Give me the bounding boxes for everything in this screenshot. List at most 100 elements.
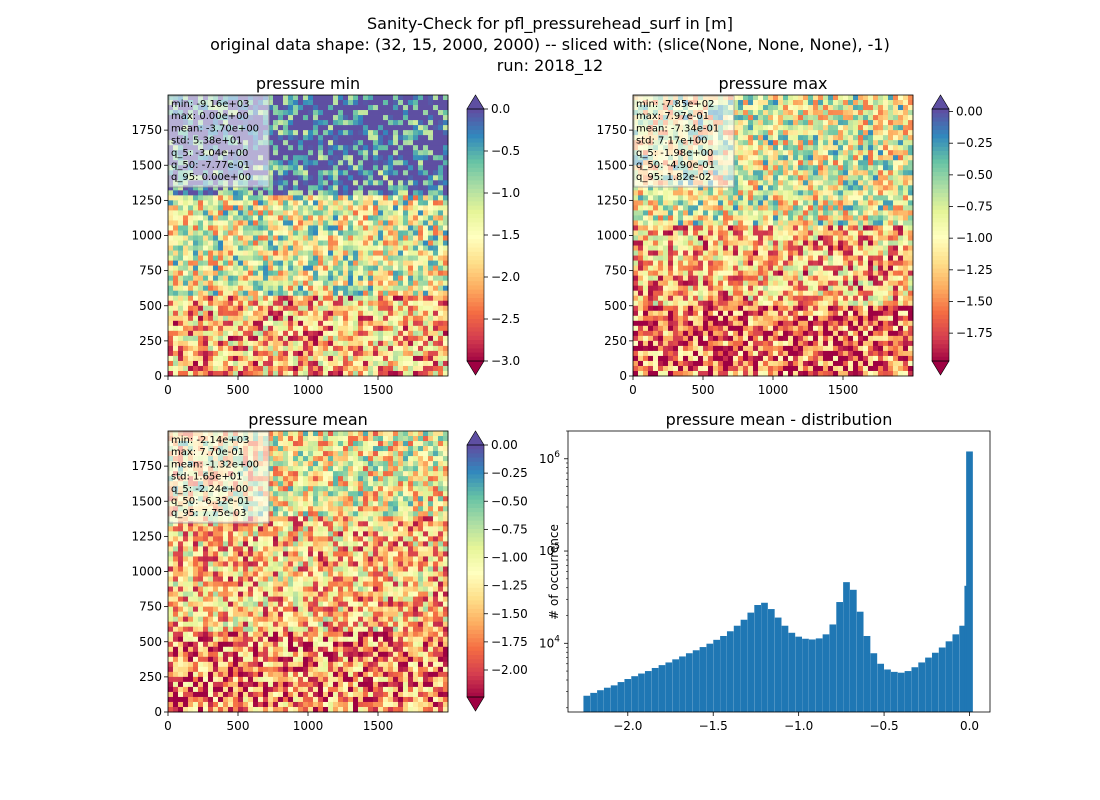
colorbar-step [467, 251, 484, 257]
stats-line: min: -7.85e+02 [636, 99, 715, 110]
colorbar-step [467, 310, 484, 316]
stats-line: q_95: 7.75e-03 [171, 508, 246, 519]
colorbar-step [932, 277, 949, 282]
colorbar-step [467, 302, 484, 307]
colorbar-step [467, 356, 484, 362]
colorbar-step [467, 541, 484, 547]
y-tick-label: 1500 [131, 494, 162, 508]
histogram-bar [952, 634, 960, 712]
x-tick-label: 1000 [293, 383, 324, 397]
y-tick-label: 1750 [131, 123, 162, 137]
colorbar-step [932, 109, 949, 114]
y-tick-label: 0 [619, 369, 627, 383]
colorbar-tick-label: −0.50 [956, 168, 993, 182]
histogram-bar [603, 687, 611, 712]
histogram-bar [767, 609, 775, 712]
colorbar-step [932, 251, 949, 257]
colorbar-step [467, 235, 484, 240]
colorbar-step [467, 583, 484, 589]
x-tick-label: 0 [164, 719, 172, 733]
colorbar-step [467, 277, 484, 282]
colorbar-step [467, 629, 484, 635]
colorbar-step [467, 138, 484, 144]
colorbar-step [467, 230, 484, 236]
colorbar-step [467, 503, 484, 509]
colorbar-step [467, 524, 484, 530]
stats-line: mean: -3.70e+00 [171, 123, 259, 134]
x-tick-label: −1.5 [699, 719, 728, 733]
y-tick-label: 0 [154, 705, 162, 719]
colorbar-step [932, 285, 949, 291]
colorbar-tick-label: −2.0 [491, 270, 520, 284]
y-axis-label: # of occurrence [547, 524, 561, 620]
colorbar-step [932, 184, 949, 190]
colorbar-step [932, 281, 949, 286]
colorbar-tick-label: −0.25 [491, 466, 528, 480]
stats-background [168, 431, 270, 524]
colorbar-step [932, 247, 949, 253]
histogram-bar [788, 632, 796, 712]
histogram-bar [665, 662, 673, 712]
colorbar-tick-label: −1.50 [956, 294, 993, 308]
colorbar-step [467, 550, 484, 555]
y-tick-label: 500 [604, 299, 627, 313]
y-tick-label: 104 [539, 634, 560, 650]
colorbar-step [932, 142, 949, 148]
x-tick-label: 0 [164, 383, 172, 397]
colorbar-step [467, 487, 484, 492]
x-tick-label: 500 [227, 383, 250, 397]
colorbar-step [467, 335, 484, 341]
histogram-bar [959, 625, 967, 712]
colorbar-step [932, 323, 949, 328]
colorbar-step [932, 163, 949, 169]
stats-line: std: 7.17e+00 [636, 136, 708, 147]
stats-line: min: -9.16e+03 [171, 99, 250, 110]
colorbar-step [467, 642, 484, 648]
colorbar-step [932, 155, 949, 160]
colorbar-step [467, 293, 484, 299]
colorbar-tick-label: −1.75 [491, 635, 528, 649]
colorbar-step [467, 533, 484, 538]
histogram-bar [720, 635, 727, 712]
colorbar-step [467, 247, 484, 253]
colorbar: 0.0 −0.5 −1.0 −1.5 −2.0 −2.5 −3.0 [466, 94, 520, 376]
stats-line: q_95: 1.82e-02 [636, 172, 711, 183]
stats-line: std: 1.65e+01 [171, 472, 243, 483]
x-tick-label: −0.5 [870, 719, 899, 733]
colorbar-step [932, 146, 949, 152]
colorbar-step [932, 268, 949, 274]
colorbar-step [467, 319, 484, 324]
histogram-bar [945, 641, 953, 712]
histogram-bar [706, 643, 714, 712]
histogram-bar [911, 667, 919, 712]
colorbar-step [467, 209, 484, 215]
colorbar-tick-label: −3.0 [491, 354, 520, 368]
histogram-bar [808, 639, 816, 712]
histogram-bar [849, 589, 857, 712]
x-tick-label: −2.0 [613, 719, 642, 733]
map-panel-1: pressure min 0 500 1000 1500 0 250 500 750 1000 12… [131, 74, 520, 397]
stats-line: max: 7.70e-01 [171, 447, 244, 458]
y-tick-label: 250 [139, 670, 162, 684]
colorbar-tick-label: 0.00 [491, 438, 518, 452]
colorbar-step [467, 264, 484, 270]
colorbar-tick-label: −1.50 [491, 607, 528, 621]
colorbar-step [467, 214, 484, 219]
colorbar-step [467, 562, 484, 568]
colorbar-step [467, 566, 484, 572]
stats-background [633, 95, 735, 188]
colorbar-step [467, 222, 484, 228]
colorbar-step [467, 239, 484, 244]
colorbar-step [467, 117, 484, 123]
y-tick-label: 106 [539, 450, 560, 466]
colorbar-tick-label: −0.75 [491, 522, 528, 536]
colorbar-step [932, 205, 949, 211]
colorbar-frame [466, 444, 485, 698]
map-title: pressure mean [248, 410, 368, 429]
colorbar-step [467, 676, 484, 681]
histogram-bar [822, 634, 830, 712]
y-tick-label: 1500 [131, 158, 162, 172]
colorbar-step [467, 163, 484, 169]
histogram-bar [644, 671, 652, 712]
colorbar-step [932, 289, 949, 295]
